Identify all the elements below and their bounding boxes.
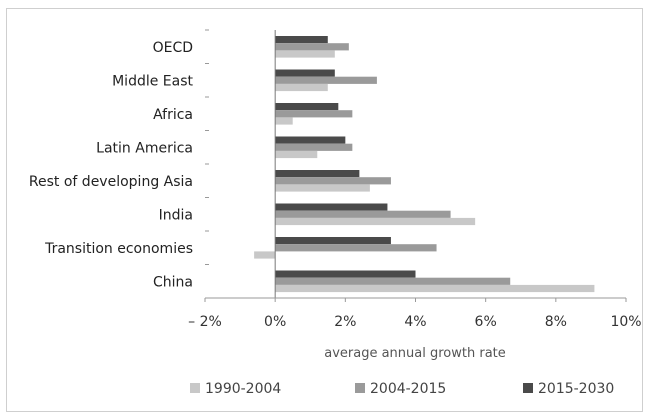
- bar-2015-2030-middle-east: [275, 69, 335, 77]
- legend-swatch-2015-2030: [523, 383, 533, 393]
- bar-1990-2004-oecd: [275, 50, 335, 58]
- bar-1990-2004-latin-america: [275, 150, 318, 159]
- bar-2004-2015-africa: [275, 110, 353, 118]
- category-label: Middle East: [112, 73, 193, 89]
- bar-2004-2015-oecd: [275, 43, 349, 51]
- bar-2015-2030-africa: [275, 103, 339, 111]
- bar-2004-2015-china: [275, 277, 511, 285]
- x-tick-label: 0%: [264, 314, 286, 330]
- bar-1990-2004-china: [275, 284, 595, 293]
- bar-2004-2015-transition-economies: [275, 244, 437, 252]
- category-label: Rest of developing Asia: [29, 174, 193, 190]
- category-label: Africa: [153, 107, 193, 123]
- bar-2015-2030-india: [275, 203, 388, 211]
- x-tick-label: 8%: [545, 314, 567, 330]
- bar-2015-2030-oecd: [275, 36, 328, 44]
- category-label: China: [153, 274, 193, 290]
- legend-swatch-1990-2004: [190, 383, 200, 393]
- bar-2015-2030-rest-of-developing-asia: [275, 170, 360, 178]
- x-tick-label: 2%: [334, 314, 356, 330]
- category-label: OECD: [153, 40, 193, 56]
- bar-2004-2015-india: [275, 210, 451, 218]
- x-axis-title: average annual growth rate: [324, 346, 506, 361]
- bar-2004-2015-rest-of-developing-asia: [275, 177, 391, 185]
- legend-label-2004-2015: 2004-2015: [370, 381, 446, 397]
- bar-1990-2004-middle-east: [275, 83, 328, 92]
- category-label: Transition economies: [44, 241, 193, 257]
- x-tick-label: 4%: [404, 314, 426, 330]
- bar-2015-2030-transition-economies: [275, 237, 391, 245]
- bar-1990-2004-rest-of-developing-asia: [275, 184, 370, 192]
- bar-1990-2004-africa: [275, 117, 293, 125]
- legend-label-2015-2030: 2015-2030: [538, 381, 614, 397]
- bar-2004-2015-latin-america: [275, 143, 353, 151]
- bar-2015-2030-china: [275, 270, 416, 278]
- x-tick-label: 6%: [475, 314, 497, 330]
- bar-1990-2004-india: [275, 217, 476, 226]
- x-tick-label: 10%: [610, 314, 641, 330]
- legend-swatch-2004-2015: [355, 383, 365, 393]
- category-label: Latin America: [96, 140, 193, 156]
- category-label: India: [159, 207, 193, 223]
- bar-1990-2004-transition-economies: [254, 251, 276, 259]
- legend-label-1990-2004: 1990-2004: [205, 381, 281, 397]
- bar-2004-2015-middle-east: [275, 76, 377, 84]
- bar-2015-2030-latin-america: [275, 136, 346, 144]
- x-tick-label: – 2%: [188, 314, 222, 330]
